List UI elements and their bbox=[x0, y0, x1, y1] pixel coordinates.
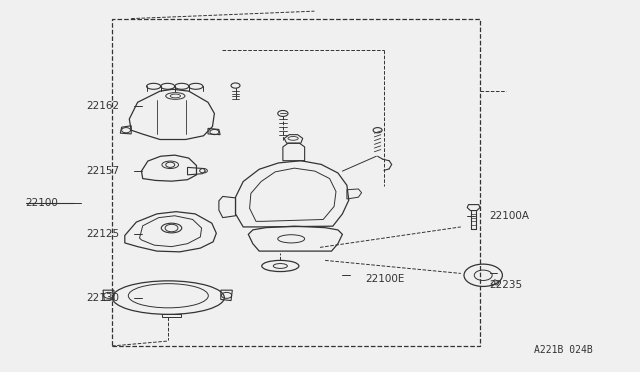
Text: 22125: 22125 bbox=[86, 230, 120, 239]
Bar bbox=[112, 19, 480, 346]
Text: 22100E: 22100E bbox=[365, 274, 404, 284]
Text: 22157: 22157 bbox=[86, 166, 120, 176]
Text: 22235: 22235 bbox=[490, 280, 523, 289]
Text: 22100: 22100 bbox=[26, 198, 58, 208]
Text: 22130: 22130 bbox=[86, 293, 120, 302]
Text: A221B 024B: A221B 024B bbox=[534, 345, 593, 355]
Text: 22162: 22162 bbox=[86, 101, 120, 111]
Text: 22100A: 22100A bbox=[490, 211, 530, 221]
